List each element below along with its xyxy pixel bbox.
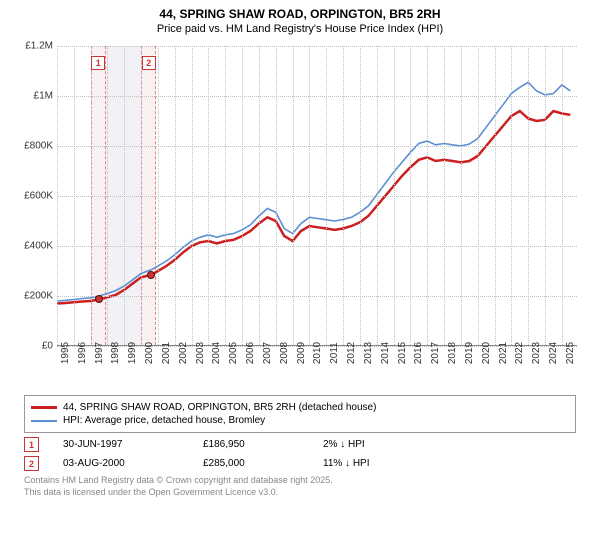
- x-axis-label: 2019: [464, 342, 475, 364]
- x-axis-label: 1996: [77, 342, 88, 364]
- x-axis-label: 2000: [144, 342, 155, 364]
- sale-price: £186,950: [203, 439, 323, 450]
- footer-line1: Contains HM Land Registry data © Crown c…: [24, 475, 576, 487]
- x-axis-label: 2015: [397, 342, 408, 364]
- x-axis-label: 2024: [548, 342, 559, 364]
- sale-date: 30-JUN-1997: [63, 439, 203, 450]
- x-axis-label: 2016: [413, 342, 424, 364]
- legend-row-hpi: HPI: Average price, detached house, Brom…: [31, 415, 569, 426]
- x-axis-label: 2008: [279, 342, 290, 364]
- series-hpi: [57, 82, 570, 301]
- x-axis-label: 2003: [195, 342, 206, 364]
- x-axis-label: 2021: [498, 342, 509, 364]
- sale-vs-hpi: 2% ↓ HPI: [323, 439, 453, 450]
- legend-label-property: 44, SPRING SHAW ROAD, ORPINGTON, BR5 2RH…: [63, 402, 376, 413]
- x-axis-label: 2013: [363, 342, 374, 364]
- x-axis-label: 2022: [514, 342, 525, 364]
- y-axis-label: £600K: [15, 191, 53, 202]
- x-axis-label: 1995: [60, 342, 71, 364]
- legend: 44, SPRING SHAW ROAD, ORPINGTON, BR5 2RH…: [24, 395, 576, 433]
- x-axis-label: 2005: [228, 342, 239, 364]
- footer-attribution: Contains HM Land Registry data © Crown c…: [24, 475, 576, 498]
- sale-marker-icon: 1: [91, 56, 105, 70]
- x-axis-label: 1998: [110, 342, 121, 364]
- x-axis-label: 2004: [211, 342, 222, 364]
- y-axis-label: £200K: [15, 291, 53, 302]
- x-axis-label: 2017: [430, 342, 441, 364]
- y-axis-label: £800K: [15, 141, 53, 152]
- x-axis-label: 2002: [178, 342, 189, 364]
- x-axis-label: 1999: [127, 342, 138, 364]
- x-axis-label: 2018: [447, 342, 458, 364]
- chart-area: £0£200K£400K£600K£800K£1M£1.2M 12 199519…: [15, 41, 585, 391]
- legend-swatch-property: [31, 406, 57, 409]
- x-axis-label: 2011: [329, 342, 340, 364]
- x-axis-label: 2007: [262, 342, 273, 364]
- sale-row: 2 03-AUG-2000 £285,000 11% ↓ HPI: [24, 456, 576, 471]
- sale-marker-icon: 2: [24, 456, 39, 471]
- x-axis-label: 2014: [380, 342, 391, 364]
- y-axis-label: £1.2M: [15, 41, 53, 52]
- legend-swatch-hpi: [31, 420, 57, 422]
- plot-region: 12: [57, 46, 577, 346]
- chart-title: 44, SPRING SHAW ROAD, ORPINGTON, BR5 2RH: [5, 7, 595, 21]
- x-axis-label: 2010: [312, 342, 323, 364]
- x-axis-label: 2006: [245, 342, 256, 364]
- x-axis-label: 1997: [94, 342, 105, 364]
- sale-vs-hpi: 11% ↓ HPI: [323, 458, 453, 469]
- sale-date: 03-AUG-2000: [63, 458, 203, 469]
- sale-row: 1 30-JUN-1997 £186,950 2% ↓ HPI: [24, 437, 576, 452]
- sale-marker-icon: 2: [142, 56, 156, 70]
- x-axis-label: 2023: [531, 342, 542, 364]
- legend-row-property: 44, SPRING SHAW ROAD, ORPINGTON, BR5 2RH…: [31, 402, 569, 413]
- x-axis-label: 2012: [346, 342, 357, 364]
- sale-point-marker: [95, 295, 103, 303]
- sale-price: £285,000: [203, 458, 323, 469]
- chart-subtitle: Price paid vs. HM Land Registry's House …: [5, 23, 595, 35]
- legend-label-hpi: HPI: Average price, detached house, Brom…: [63, 415, 265, 426]
- sale-point-marker: [147, 271, 155, 279]
- y-axis-label: £1M: [15, 91, 53, 102]
- sale-marker-icon: 1: [24, 437, 39, 452]
- footer-line2: This data is licensed under the Open Gov…: [24, 487, 576, 499]
- x-axis-label: 2020: [481, 342, 492, 364]
- x-axis-label: 2025: [565, 342, 576, 364]
- series-property: [57, 111, 570, 304]
- y-axis-label: £400K: [15, 241, 53, 252]
- x-axis-label: 2009: [296, 342, 307, 364]
- x-axis-label: 2001: [161, 342, 172, 364]
- y-axis-label: £0: [15, 341, 53, 352]
- sale-data-rows: 1 30-JUN-1997 £186,950 2% ↓ HPI 2 03-AUG…: [24, 437, 576, 471]
